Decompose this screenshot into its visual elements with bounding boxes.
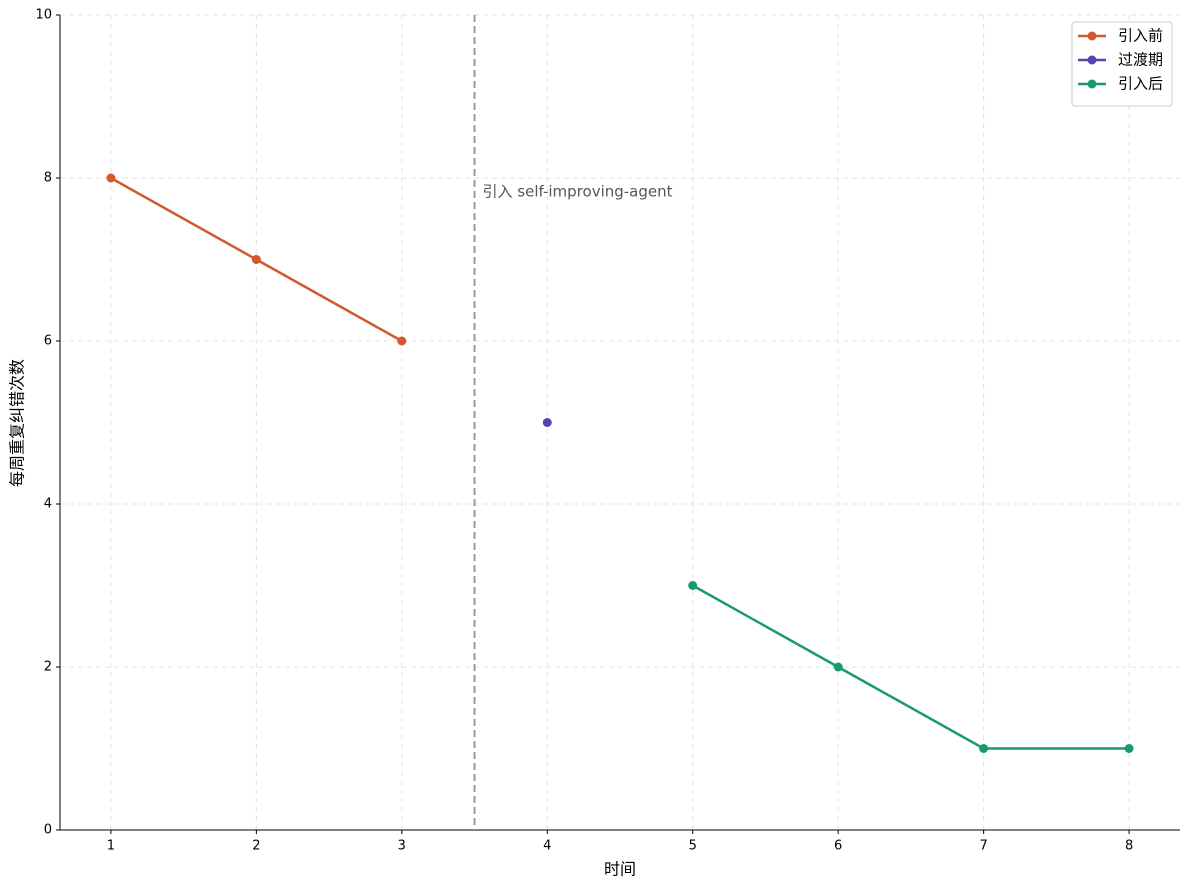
data-point (979, 744, 989, 753)
series-line (692, 584, 1130, 750)
x-tick-label: 5 (689, 839, 697, 854)
legend-label: 引入前 (1118, 27, 1163, 45)
x-tick-label: 8 (1125, 839, 1133, 854)
data-point (542, 418, 552, 427)
y-tick-label: 8 (44, 171, 52, 186)
y-tick-label: 4 (44, 497, 52, 512)
x-tick-label: 1 (107, 839, 115, 854)
legend-marker (1087, 79, 1097, 89)
y-tick-label: 6 (44, 334, 52, 349)
data-point (251, 255, 261, 264)
y-tick-label: 2 (44, 660, 52, 675)
data-point (688, 581, 698, 590)
x-axis-label: 时间 (604, 860, 636, 879)
legend-marker (1087, 55, 1097, 65)
legend-label: 过渡期 (1118, 51, 1163, 69)
x-tick-label: 7 (979, 839, 987, 854)
x-tick-label: 2 (252, 839, 260, 854)
x-tick-label: 6 (834, 839, 842, 854)
data-point (106, 173, 116, 183)
legend-marker (1087, 31, 1097, 41)
x-tick-label: 3 (398, 839, 406, 854)
data-point (833, 662, 843, 672)
x-tick-label: 4 (543, 839, 551, 854)
y-tick-label: 10 (35, 8, 52, 23)
y-tick-label: 0 (44, 823, 52, 838)
annotation: 引入 self-improving-agent (483, 183, 673, 201)
data-point (1124, 744, 1134, 753)
data-point (397, 336, 407, 346)
y-axis-label: 每周重复纠错次数 (8, 359, 27, 487)
legend-label: 引入后 (1118, 75, 1163, 93)
